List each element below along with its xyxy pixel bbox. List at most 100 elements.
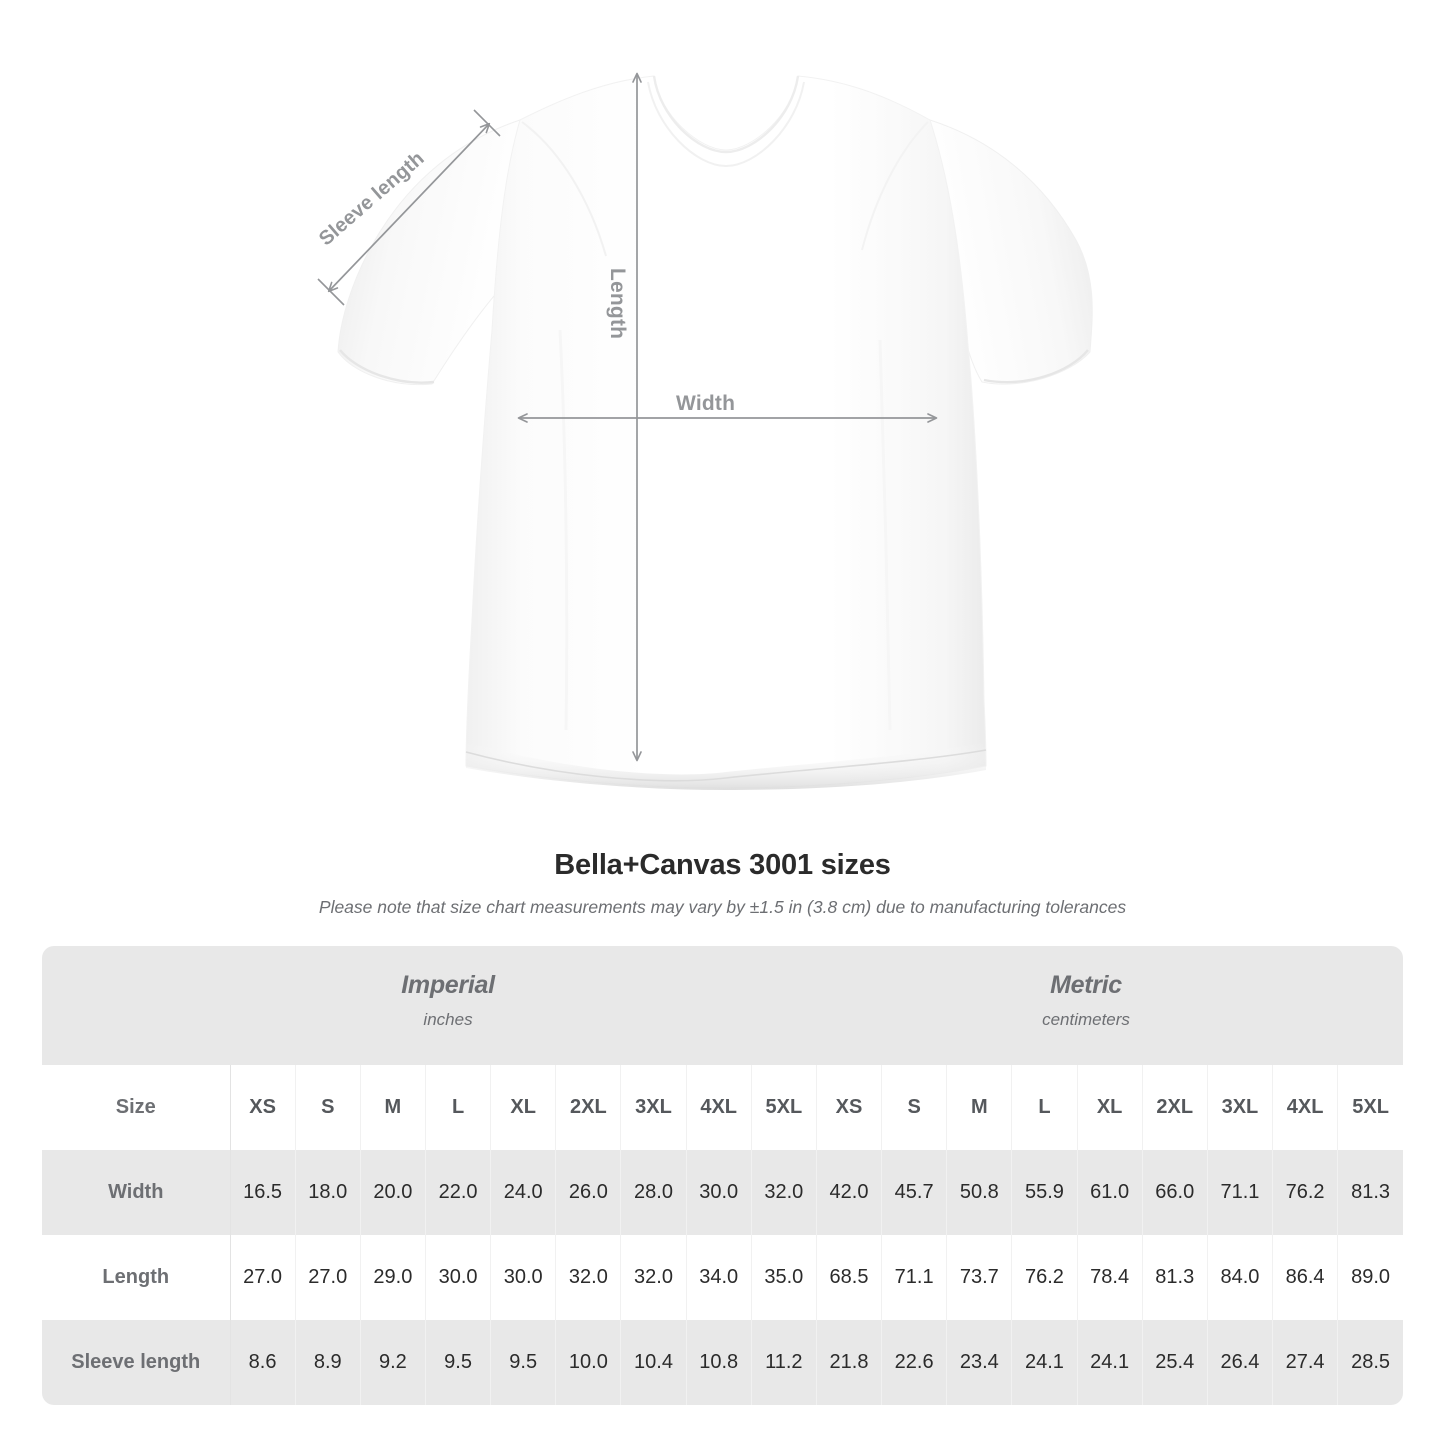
measurement-cell: 9.5 (490, 1320, 557, 1405)
size-header-cell: M (360, 1065, 426, 1150)
tolerance-note: Please note that size chart measurements… (318, 897, 1127, 917)
measurement-cell: 71.1 (881, 1235, 948, 1320)
measurement-cell: 71.1 (1207, 1150, 1274, 1235)
measurement-cell: 8.6 (230, 1320, 296, 1405)
measurement-cell: 73.7 (946, 1235, 1013, 1320)
measurement-cell: 42.0 (815, 1150, 883, 1235)
size-header-cell: 5XL (751, 1065, 817, 1150)
tshirt-garment (337, 75, 1093, 790)
measurement-cell: 78.4 (1077, 1235, 1143, 1320)
metric-subtitle: centimeters (1042, 1010, 1130, 1029)
size-header-cell: L (425, 1065, 492, 1150)
measurement-cell: 76.2 (1272, 1150, 1339, 1235)
size-header-cell: XL (1077, 1065, 1143, 1150)
measurement-lines (317, 72, 938, 762)
table-row: Width 16.5 18.0 20.0 22.0 24.0 26.0 28.0 30.0 32.… (42, 1150, 1403, 1235)
measurement-cell: 27.0 (230, 1235, 296, 1320)
measurement-cell: 10.8 (686, 1320, 752, 1405)
size-header-cell: 4XL (1272, 1065, 1339, 1150)
measurement-cell: 22.6 (881, 1320, 948, 1405)
measurement-cell: 10.0 (555, 1320, 622, 1405)
table-row: Sleeve length 8.6 8.9 9.2 9.5 9.5 10.0 10.4 10.8… (42, 1320, 1403, 1405)
size-header-cell: 2XL (1142, 1065, 1208, 1150)
size-header-cell: XL (490, 1065, 557, 1150)
width-label: Width (676, 392, 736, 415)
row-label: Size (42, 1065, 231, 1150)
size-header-cell: XS (230, 1065, 296, 1150)
measurement-cell: 10.4 (620, 1320, 687, 1405)
measurement-cell: 20.0 (360, 1150, 426, 1235)
measurement-cell: 18.0 (295, 1150, 361, 1235)
size-header-cell: 3XL (620, 1065, 687, 1150)
measurement-cell: 22.0 (425, 1150, 492, 1235)
measurement-cell: 30.0 (425, 1235, 492, 1320)
measurement-cell: 68.5 (815, 1235, 883, 1320)
size-header-cell: 5XL (1337, 1065, 1403, 1150)
page-title: Bella+Canvas 3001 sizes (554, 849, 891, 881)
measurement-cell: 81.3 (1142, 1235, 1208, 1320)
size-header-cell: XS (815, 1065, 883, 1150)
size-header-cell: 4XL (686, 1065, 752, 1150)
unit-system-header: Imperial inches Metric centimeters (42, 946, 1403, 1065)
sleeve-cap-top (473, 109, 501, 137)
measurement-cell: 89.0 (1337, 1235, 1403, 1320)
measurement-cell: 32.0 (751, 1150, 817, 1235)
tshirt-diagram: Width Length Sleeve length (315, 72, 1093, 790)
measurement-cell: 23.4 (946, 1320, 1013, 1405)
size-header-cell: S (295, 1065, 361, 1150)
measurement-cell: 32.0 (620, 1235, 687, 1320)
size-header-cell: 3XL (1207, 1065, 1274, 1150)
measurement-cell: 84.0 (1207, 1235, 1274, 1320)
measurement-cell: 9.5 (425, 1320, 492, 1405)
metric-unit-group: Metric centimeters (936, 971, 1236, 1030)
row-label: Sleeve length (42, 1320, 231, 1405)
measurement-cell: 26.0 (555, 1150, 622, 1235)
measurement-cell: 9.2 (360, 1320, 426, 1405)
measurement-cell: 27.4 (1272, 1320, 1339, 1405)
measurement-cell: 28.5 (1337, 1320, 1403, 1405)
measurement-cell: 45.7 (881, 1150, 948, 1235)
measurement-cell: 30.0 (686, 1150, 752, 1235)
size-header-cell: L (1011, 1065, 1078, 1150)
measurement-cell: 34.0 (686, 1235, 752, 1320)
sleeve-cap-bottom (317, 278, 345, 306)
size-header-cell: S (881, 1065, 948, 1150)
table-row: Size XS S M L XL 2XL 3XL 4XL 5XL XS S M L XL 2XL 3XL 4XL 5… (42, 1065, 1403, 1150)
imperial-unit-group: Imperial inches (298, 971, 598, 1030)
length-label: Length (606, 268, 629, 340)
measurement-cell: 16.5 (230, 1150, 296, 1235)
measurement-cell: 21.8 (815, 1320, 883, 1405)
measurement-cell: 32.0 (555, 1235, 622, 1320)
measurement-cell: 81.3 (1337, 1150, 1403, 1235)
measurement-cell: 27.0 (295, 1235, 361, 1320)
imperial-title: Imperial (401, 971, 495, 999)
measurement-cell: 8.9 (295, 1320, 361, 1405)
measurement-cell: 24.1 (1011, 1320, 1078, 1405)
measurement-cell: 50.8 (946, 1150, 1013, 1235)
size-header-cell: M (946, 1065, 1013, 1150)
size-table: Size XS S M L XL 2XL 3XL 4XL 5XL XS S M L XL 2XL 3XL 4XL 5… (42, 1065, 1403, 1405)
measurement-cell: 55.9 (1011, 1150, 1078, 1235)
measurement-cell: 24.0 (490, 1150, 557, 1235)
measurement-cell: 24.1 (1077, 1320, 1143, 1405)
imperial-subtitle: inches (423, 1010, 473, 1029)
size-header-cell: 2XL (555, 1065, 622, 1150)
table-row: Length 27.0 27.0 29.0 30.0 30.0 32.0 32.0 34.0 35… (42, 1235, 1403, 1320)
measurement-cell: 28.0 (620, 1150, 687, 1235)
measurement-cell: 11.2 (751, 1320, 817, 1405)
measurement-cell: 25.4 (1142, 1320, 1208, 1405)
size-table-container: Imperial inches Metric centimeters Size X… (42, 946, 1403, 1405)
measurement-cell: 30.0 (490, 1235, 557, 1320)
sleeve-dimension-line (327, 122, 491, 293)
row-label: Width (42, 1150, 231, 1235)
measurement-cell: 26.4 (1207, 1320, 1274, 1405)
measurement-cell: 35.0 (751, 1235, 817, 1320)
measurement-cell: 76.2 (1011, 1235, 1078, 1320)
metric-title: Metric (1050, 971, 1122, 999)
measurement-cell: 86.4 (1272, 1235, 1339, 1320)
measurement-cell: 61.0 (1077, 1150, 1143, 1235)
measurement-cell: 66.0 (1142, 1150, 1208, 1235)
measurement-cell: 29.0 (360, 1235, 426, 1320)
row-label: Length (42, 1235, 231, 1320)
